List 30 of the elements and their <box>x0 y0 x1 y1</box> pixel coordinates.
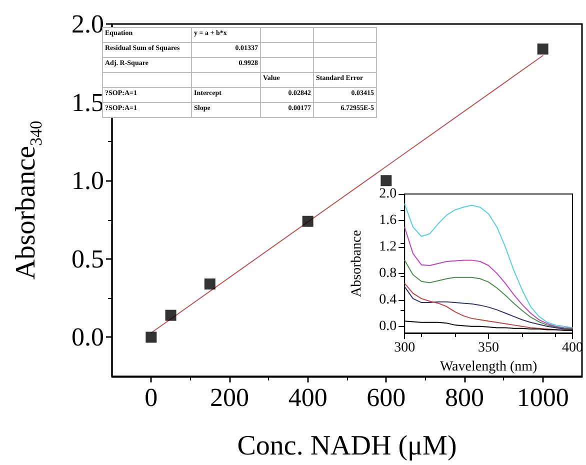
point <box>380 175 392 186</box>
x-tick-label: 300 <box>394 340 416 356</box>
point <box>302 216 314 227</box>
y-tick-label: 2.0 <box>72 10 104 38</box>
y-tick-label: 0.4 <box>379 292 397 308</box>
x-tick-label: 350 <box>478 340 500 356</box>
y-tick-label: 0.0 <box>72 322 104 352</box>
y-tick-label: 0.5 <box>72 244 104 274</box>
point <box>537 44 548 55</box>
y-tick-label: 0.8 <box>379 266 397 281</box>
x-axis-title: Wavelength (nm) <box>440 359 538 374</box>
point <box>204 278 216 290</box>
y-tick-label: 1.0 <box>72 166 104 196</box>
x-tick-label: 200 <box>210 382 249 412</box>
y-tick-label: 1.6 <box>379 212 397 228</box>
y-tick-label: 1.2 <box>379 239 397 254</box>
x-tick-label: 600 <box>366 382 406 412</box>
y-axis-title: Absorbance <box>350 230 365 297</box>
y-tick-label: 1.5 <box>72 88 104 117</box>
y-axis-title: Absorbance340 <box>10 120 46 280</box>
x-tick-label: 0 <box>144 382 158 412</box>
y-tick-label: 0.0 <box>379 318 397 334</box>
x-tick-label: 400 <box>288 382 328 412</box>
point <box>165 310 176 321</box>
line-series <box>404 203 573 328</box>
x-tick-label: 1000 <box>516 382 569 412</box>
x-axis-title: Conc. NADH (μM) <box>237 430 457 462</box>
y-tick-label: 2.0 <box>379 186 397 202</box>
x-tick-label: 800 <box>445 382 484 412</box>
point <box>146 332 157 343</box>
